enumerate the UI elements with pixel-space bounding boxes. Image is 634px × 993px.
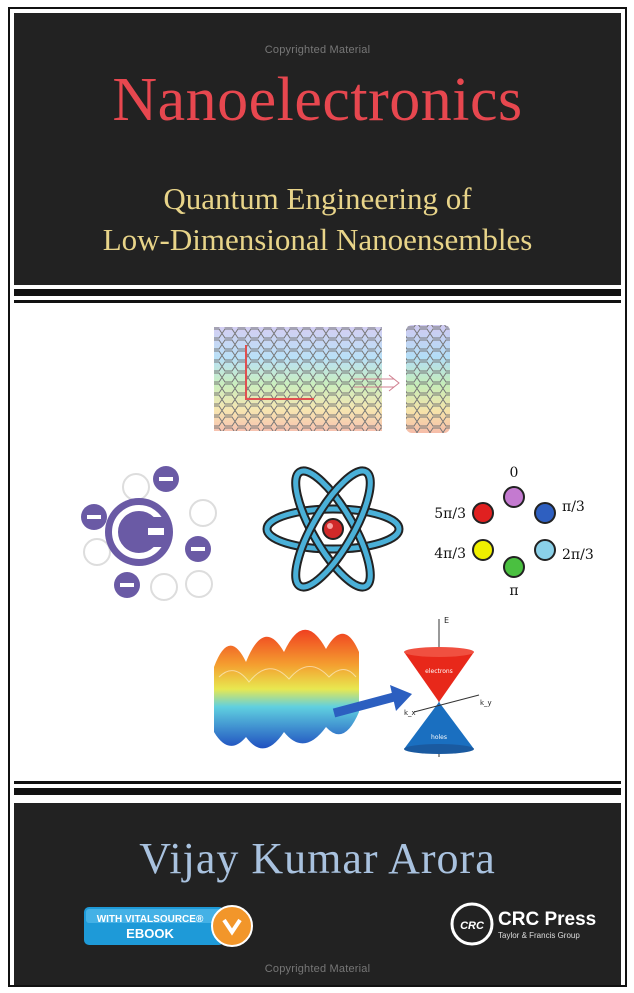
graphene-sheet — [214, 327, 400, 431]
crc-press-logo: CRC CRC Press Taylor & Francis Group — [450, 902, 596, 946]
subtitle-line-2: Low-Dimensional Nanoensembles — [102, 222, 533, 257]
publisher-name: CRC Press — [498, 909, 596, 930]
band-surface-plot — [214, 629, 412, 749]
watermark-bottom: Copyrighted Material — [264, 963, 371, 975]
phase-diagram: 0 π/3 2π/3 π 4π/3 5π/3 — [434, 465, 593, 599]
divider-rule — [14, 300, 621, 303]
cone-label: k_x — [404, 709, 416, 717]
cover-illustration: 0 π/3 2π/3 π 4π/3 5π/3 E electrons holes… — [81, 325, 594, 757]
publisher-group: Taylor & Francis Group — [498, 931, 580, 940]
phase-label: π/3 — [562, 499, 585, 515]
carbon-atom-icon — [81, 466, 217, 601]
dirac-cone: E electrons holes k_x k_y — [404, 616, 492, 757]
book-subtitle: Quantum Engineering of Low-Dimensional N… — [14, 178, 621, 260]
cone-label: E — [444, 616, 449, 625]
badge-text: WITH VITALSOURCE® — [97, 914, 204, 925]
vitalsource-ebook-badge: WITH VITALSOURCE® EBOOK — [84, 905, 253, 947]
phase-label: π — [509, 583, 518, 599]
ebook-icon — [211, 905, 253, 947]
phase-label: 2π/3 — [562, 547, 594, 563]
subtitle-line-1: Quantum Engineering of — [163, 181, 472, 216]
author-band: Vijay Kumar Arora WITH VITALSOURCE® EBOO… — [14, 803, 621, 985]
book-cover: Copyrighted Material Nanoelectronics Qua… — [8, 7, 627, 987]
divider-rule — [14, 289, 621, 296]
cone-label: electrons — [425, 668, 453, 675]
atom-orbit-icon — [262, 466, 404, 592]
phase-label: 5π/3 — [434, 506, 466, 522]
nanotube-icon — [406, 325, 450, 433]
watermark-top: Copyrighted Material — [264, 44, 371, 56]
phase-label: 0 — [510, 465, 519, 481]
divider-rule — [14, 781, 621, 784]
phase-label: 4π/3 — [434, 546, 466, 562]
divider-rule — [14, 788, 621, 795]
cone-label: k_y — [480, 699, 492, 707]
cone-label: holes — [431, 734, 447, 741]
badge-text: EBOOK — [126, 926, 174, 941]
title-band: Copyrighted Material Nanoelectronics Qua… — [14, 13, 621, 285]
book-title: Nanoelectronics — [112, 66, 523, 134]
author-name: Vijay Kumar Arora — [139, 834, 496, 883]
crc-logo-mark: CRC — [460, 920, 485, 932]
